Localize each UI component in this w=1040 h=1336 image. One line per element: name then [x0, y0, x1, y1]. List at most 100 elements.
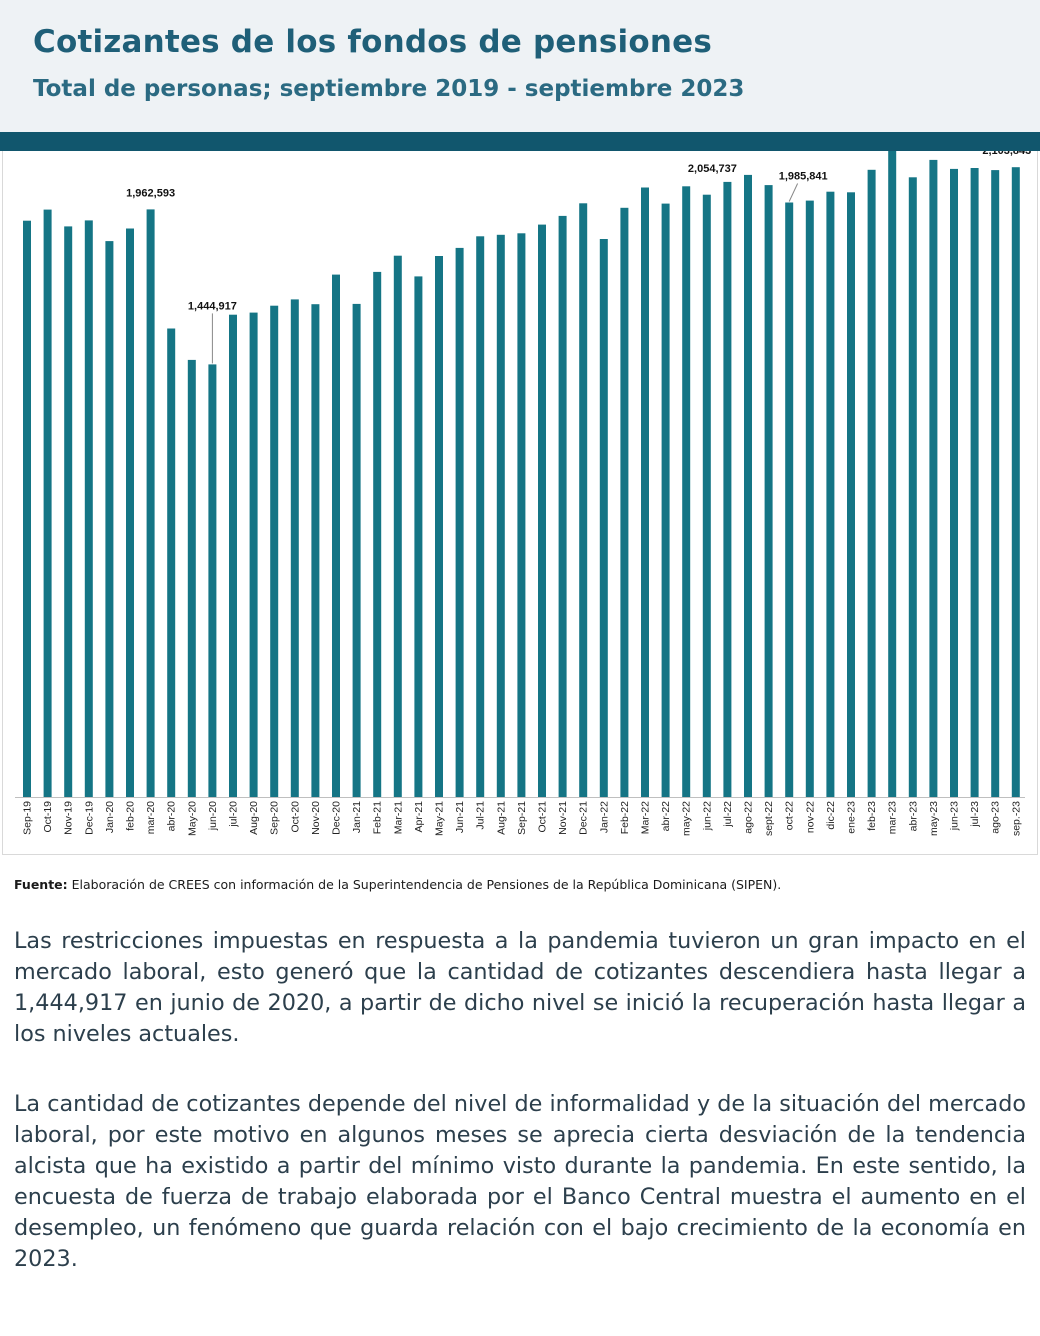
source-label: Fuente: — [14, 877, 68, 892]
x-tick-label: Dec-21 — [578, 801, 590, 835]
x-tick-label: jul-23 — [969, 801, 981, 828]
x-tick-label: Mar-21 — [392, 801, 404, 834]
bar-nov-22 — [805, 200, 814, 798]
source-note: Fuente: Elaboración de CREES con informa… — [14, 877, 781, 892]
x-tick-label: oct-22 — [784, 801, 796, 830]
x-tick-label: sept-22 — [763, 801, 775, 836]
x-tick-label: ago-23 — [990, 801, 1002, 834]
x-tick-label: Nov-20 — [310, 801, 322, 835]
bar-Feb-22 — [620, 207, 629, 798]
bar-abr-20 — [167, 328, 176, 797]
bar-Aug-21 — [496, 234, 505, 798]
x-tick-label: ago-22 — [743, 801, 755, 834]
x-tick-label: Jan-21 — [351, 801, 363, 833]
data-label: 2,054,737 — [688, 163, 737, 175]
x-tick-label: Feb-21 — [372, 801, 384, 834]
source-text: Elaboración de CREES con información de … — [71, 877, 782, 892]
bar-Apr-21 — [414, 276, 423, 797]
bar-oct-22 — [785, 202, 794, 797]
data-label: 2,103,843 — [982, 151, 1031, 157]
bar-Feb-21 — [373, 271, 382, 797]
bar-Oct-19 — [43, 209, 52, 798]
x-tick-label: Sep-21 — [516, 801, 528, 835]
x-tick-label: sep.-23 — [1010, 801, 1022, 836]
bar-jul-23 — [970, 168, 979, 797]
data-label: 1,985,841 — [779, 171, 828, 183]
header-divider-band — [0, 132, 1040, 151]
bar-Jun-21 — [455, 247, 464, 797]
data-label-leader — [788, 183, 799, 202]
bar-jun-22 — [702, 194, 711, 797]
body-paragraph-1: Las restricciones impuestas en respuesta… — [14, 928, 1026, 1047]
bar-Jan-20 — [105, 241, 114, 798]
x-tick-label: Jan-22 — [598, 801, 610, 833]
x-tick-label: Nov-19 — [63, 801, 75, 835]
x-tick-label: jun-23 — [949, 801, 961, 831]
x-tick-label: feb-20 — [125, 801, 137, 831]
x-tick-label: Jul-21 — [475, 801, 487, 830]
x-tick-label: may-22 — [681, 801, 693, 836]
bar-jun-20 — [208, 364, 217, 797]
body-paragraph-2: La cantidad de cotizantes depende del ni… — [14, 1091, 1026, 1272]
x-tick-label: jun-22 — [701, 801, 713, 831]
x-tick-label: dic-22 — [825, 801, 837, 830]
bar-jun-23 — [950, 168, 958, 797]
bar-Aug-20 — [249, 312, 258, 797]
bar-Dec-19 — [84, 220, 93, 797]
bar-May-21 — [435, 256, 443, 797]
x-tick-label: Jan-20 — [104, 801, 116, 833]
bar-Sep-19 — [23, 220, 31, 797]
bar-Mar-21 — [393, 255, 402, 797]
bar-mar-23 — [888, 151, 897, 798]
x-tick-label: may-23 — [928, 801, 940, 836]
bar-feb-20 — [126, 228, 134, 797]
x-tick-label: mar-20 — [145, 801, 157, 834]
x-tick-label: abr-20 — [166, 801, 178, 832]
x-tick-label: abr-22 — [660, 801, 672, 832]
page-subtitle: Total de personas; septiembre 2019 - sep… — [33, 76, 745, 102]
x-tick-label: jul-22 — [722, 801, 734, 828]
x-tick-label: Sep-20 — [269, 801, 281, 835]
bar-Jan-22 — [599, 239, 608, 797]
x-tick-label: Dec-20 — [331, 801, 343, 835]
bar-may-22 — [682, 186, 691, 798]
x-tick-label: abr-23 — [907, 801, 919, 832]
x-tick-label: Oct-20 — [289, 801, 301, 833]
bar-ago-23 — [991, 170, 1000, 798]
bar-jul-22 — [723, 181, 732, 797]
bar-Jan-21 — [352, 303, 361, 797]
x-tick-label: May-21 — [434, 801, 446, 836]
x-tick-label: ene-23 — [846, 801, 858, 834]
x-tick-label: Aug-21 — [495, 801, 507, 835]
bar-feb-23 — [867, 169, 876, 798]
x-tick-label: May-20 — [186, 801, 198, 836]
bar-Nov-20 — [311, 304, 320, 797]
bar-abr-23 — [908, 177, 917, 798]
bar-sept-22 — [764, 185, 773, 798]
page-title: Cotizantes de los fondos de pensiones — [33, 24, 712, 60]
bar-Oct-21 — [538, 224, 546, 798]
x-tick-label: jun-20 — [207, 801, 219, 831]
header: Cotizantes de los fondos de pensiones To… — [0, 0, 1040, 132]
bar-chart: Sep-19 Oct-19 Nov-19 Dec-19 Jan-20 feb-20 mar-… — [15, 151, 1031, 836]
data-label: 1,444,917 — [188, 300, 237, 312]
x-tick-label: nov-22 — [804, 801, 816, 833]
x-tick-label: Oct-19 — [42, 801, 54, 833]
bar-Sep-21 — [517, 233, 526, 798]
data-label: 1,962,593 — [126, 187, 175, 199]
bar-Jul-21 — [476, 236, 485, 798]
x-tick-label: Feb-22 — [619, 801, 631, 834]
bar-May-20 — [187, 359, 196, 797]
x-tick-label: Nov-21 — [557, 801, 569, 835]
bar-Sep-20 — [270, 305, 279, 797]
bar-may-23 — [929, 159, 938, 797]
x-tick-label: Jun-21 — [454, 801, 466, 833]
bar-Nov-19 — [64, 226, 73, 797]
bar-ene-23 — [847, 192, 855, 798]
bar-Dec-20 — [332, 274, 340, 798]
x-tick-label: Dec-19 — [83, 801, 95, 835]
bar-ago-22 — [744, 174, 752, 797]
x-tick-label: Aug-20 — [248, 801, 260, 835]
x-tick-label: Sep-19 — [22, 801, 34, 835]
bar-Oct-20 — [290, 299, 299, 797]
